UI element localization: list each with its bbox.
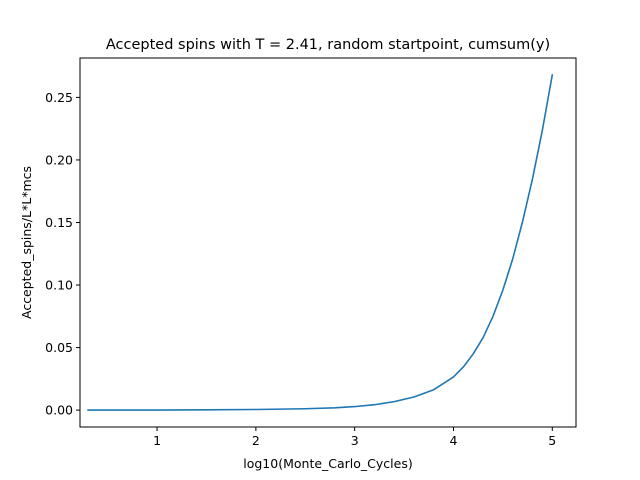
chart-title: Accepted spins with T = 2.41, random sta…: [106, 37, 550, 53]
x-tick-label: 3: [351, 433, 359, 448]
y-tick-label: 0.15: [45, 215, 73, 230]
x-axis-label: log10(Monte_Carlo_Cycles): [243, 456, 412, 471]
plot-area: [87, 74, 554, 411]
series-line-0: [87, 74, 554, 411]
x-tick-label: 2: [252, 433, 260, 448]
x-tick-label: 4: [450, 433, 458, 448]
y-tick-label: 0.20: [45, 152, 73, 167]
x-axis-ticks: 1 2 3 4 5: [153, 427, 556, 448]
plot-frame: [79, 57, 577, 428]
y-axis-label: Accepted_spins/L*L*mcs: [19, 166, 34, 319]
y-tick-label: 0.00: [45, 403, 73, 418]
y-axis-ticks: 0.00 0.05 0.10 0.15 0.20 0.25: [45, 90, 80, 418]
x-tick-label: 1: [153, 433, 161, 448]
x-tick-label: 5: [548, 433, 556, 448]
y-tick-label: 0.25: [45, 90, 73, 105]
y-tick-label: 0.10: [45, 278, 73, 293]
y-tick-label: 0.05: [45, 340, 73, 355]
